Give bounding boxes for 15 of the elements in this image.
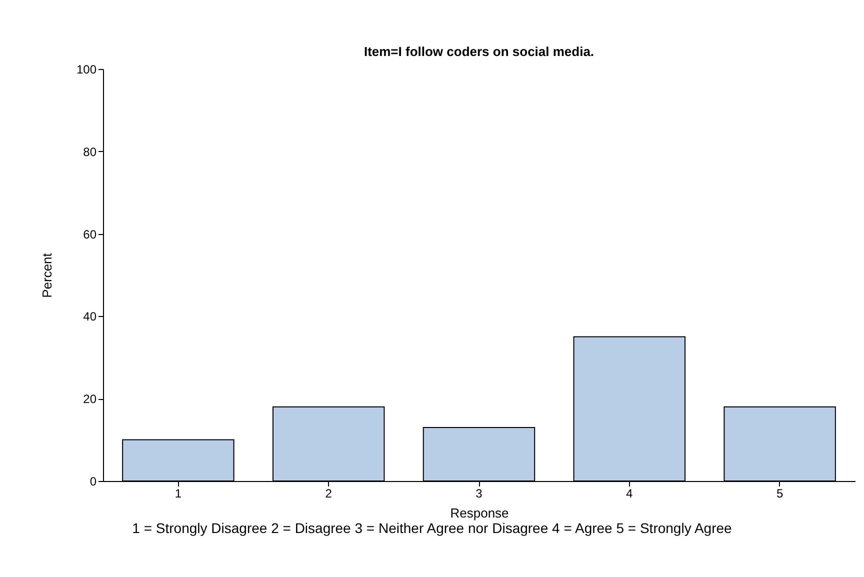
y-axis-title: Percent xyxy=(39,252,54,298)
y-tick-label: 80 xyxy=(83,144,97,159)
y-tick-label: 0 xyxy=(90,474,97,488)
x-tick-label: 2 xyxy=(325,486,332,500)
x-tick-label: 1 xyxy=(174,486,182,500)
x-tick-label: 3 xyxy=(476,486,483,500)
text: 1 = Strongly Disagree 2 = Disagree 3 = Neither Agree nor Disagree 4 = Agree 5 = Strongly Agree xyxy=(131,520,733,536)
x-axis-title: Response xyxy=(450,506,509,520)
y-tick-label: 40 xyxy=(83,310,97,324)
chart-title: Item=I follow coders on social media. xyxy=(364,44,594,59)
x-tick-label: 5 xyxy=(776,486,784,500)
x-tick-label: 4 xyxy=(626,486,634,500)
y-tick-label: 100 xyxy=(76,62,97,76)
y-tick-label: 20 xyxy=(83,392,97,406)
y-tick-label: 60 xyxy=(83,227,97,242)
